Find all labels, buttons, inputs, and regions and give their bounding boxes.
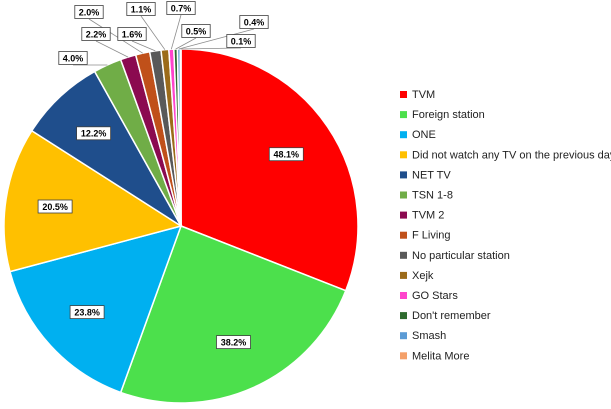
legend-item-did-not-watch-any-tv-on-the-previous-day: Did not watch any TV on the previous day [412,149,611,161]
legend-item-f-living: F Living [412,230,451,242]
slice-foreign-station [119,225,347,404]
data-label-box-foreign-station [216,335,251,350]
data-label-box-tvm-2 [81,27,111,41]
slice-tvm [180,48,359,292]
slice-did-not-watch-any-tv-on-the-previous-day [3,129,183,273]
legend-swatch-don-t-remember [400,312,407,320]
data-labels: 48.1% 38.2% 23.8% 20.5% 12.2% 4.0% 2.2% 2.0% 1.6… [37,1,304,350]
legend-item-one: ONE [412,129,436,141]
legend-swatch-one [400,131,407,139]
data-label-did-not-watch-any-tv-on-the-previous-day: 20.5% [42,202,68,212]
data-label-tvm: 48.1% [274,150,300,160]
pie-slices [3,48,359,404]
data-label-xejk: 1.1% [131,4,152,14]
legend-item-go-stars: GO Stars [412,290,458,302]
data-label-f-living: 2.0% [79,7,100,17]
legend-swatch-f-living [400,231,407,239]
legend-swatch-tvm [400,91,407,98]
leader-lines [73,14,255,66]
data-label-melita-more: 0.1% [231,36,252,46]
slice-melita-more [179,48,182,227]
leader-line-melita-more [180,47,242,50]
data-label-don-t-remember: 0.5% [186,26,207,36]
leader-line-smash [178,28,255,50]
legend-swatch-net-tv [400,171,407,179]
data-label-tsn-1-8: 4.0% [63,53,84,63]
legend-swatch-foreign-station [400,111,407,119]
leader-line-no-particular-station [131,40,156,52]
data-label-smash: 0.4% [244,17,265,27]
legend-item-smash: Smash [412,330,446,342]
leader-line-go-stars [170,14,182,50]
data-label-box-net-tv [76,126,111,141]
legend-item-tvm: TVM [412,89,435,101]
legend-swatch-did-not-watch-any-tv-on-the-previous-day [400,151,407,159]
data-label-go-stars: 0.7% [171,3,192,13]
legend: TVM Foreign station ONE Did not watch any T… [400,89,611,362]
legend-item-foreign-station: Foreign station [412,109,485,121]
data-label-box-melita-more [226,34,256,48]
legend-swatch-melita-more [400,352,407,360]
legend-swatch-tvm-2 [400,211,407,219]
leader-line-tvm-2 [95,40,129,58]
data-label-box-tsn-1-8 [58,51,88,65]
data-label-no-particular-station: 1.6% [122,29,143,39]
legend-item-no-particular-station: No particular station [412,250,510,262]
legend-swatch-xejk [400,271,407,279]
leader-line-don-t-remember [175,37,197,50]
legend-swatch-tsn-1-8 [400,191,407,199]
data-label-box-xejk [126,2,156,16]
data-label-box-no-particular-station [117,27,147,41]
data-label-box-tvm [268,147,304,162]
legend-swatch-go-stars [400,292,407,299]
data-label-box-one [69,305,105,320]
legend-item-xejk: Xejk [412,270,434,282]
data-label-box-f-living [74,5,104,19]
legend-swatch-smash [400,332,407,340]
legend-item-net-tv: NET TV [412,169,451,181]
legend-swatch-no-particular-station [400,251,407,259]
data-label-foreign-station: 38.2% [221,337,247,347]
legend-item-tsn-1-8: TSN 1-8 [412,190,453,202]
data-label-box-smash [239,15,269,29]
data-label-tvm-2: 2.2% [86,29,107,39]
data-label-box-go-stars [166,1,196,15]
legend-item-tvm-2: TVM 2 [412,210,444,222]
data-label-net-tv: 12.2% [81,129,107,139]
data-label-box-don-t-remember [181,24,211,38]
legend-item-melita-more: Melita More [412,350,469,362]
legend-item-don-t-remember: Don't remember [412,310,491,322]
data-label-box-did-not-watch-any-tv-on-the-previous-day [37,199,73,214]
data-label-one: 23.8% [74,307,100,317]
leader-line-xejk [140,15,166,50]
leader-line-f-living [88,18,143,54]
